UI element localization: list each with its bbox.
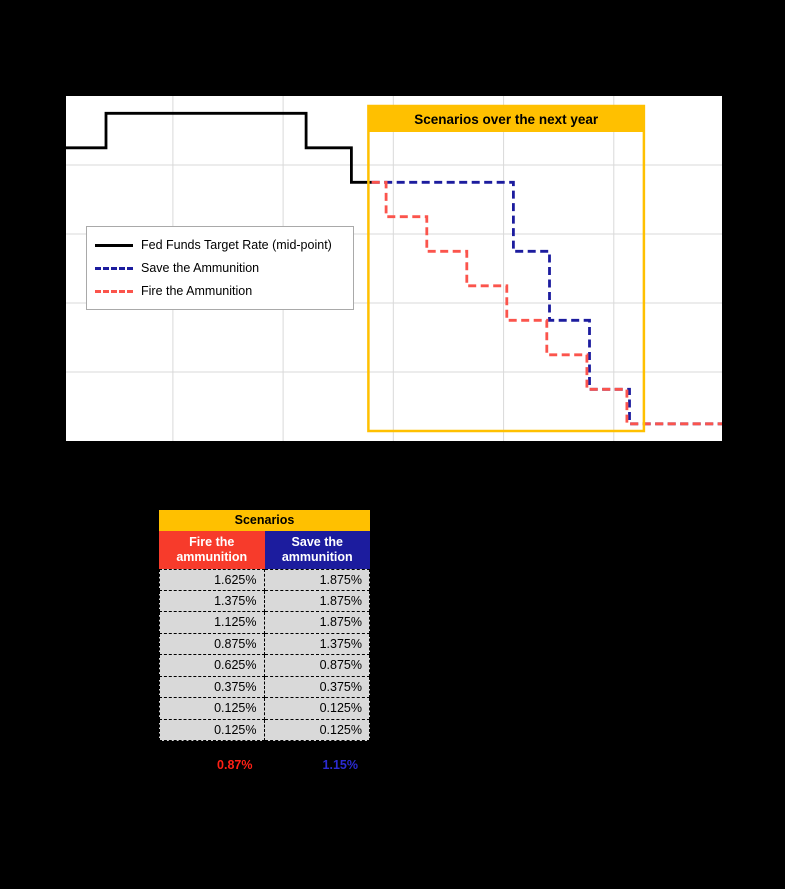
table-cell: 1.625% (159, 569, 265, 591)
table-cell: 0.125% (159, 698, 265, 720)
dashed-line-sample-icon (95, 289, 133, 293)
legend-entry: Fed Funds Target Rate (mid-point) (95, 238, 345, 252)
table-cell: 1.375% (159, 590, 265, 612)
table-row: 1.625% 1.875% (159, 569, 370, 591)
table-cell: 0.125% (264, 719, 370, 741)
fed-funds-scenario-chart: Scenarios over the next year (66, 96, 722, 441)
table-row: 0.875% 1.375% (159, 633, 370, 655)
table-title: Scenarios (159, 510, 370, 531)
series-line (66, 111, 372, 184)
table-cell: 1.875% (264, 569, 370, 591)
table-row: 0.625% 0.875% (159, 655, 370, 677)
scenario-box (367, 104, 646, 433)
series-line (371, 180, 722, 426)
table-cell: 0.875% (264, 655, 370, 677)
scenario-box-label: Scenarios over the next year (414, 112, 599, 127)
column-header-fire-ammunition: Fire the ammunition (159, 531, 265, 569)
table-cell: 0.625% (159, 655, 265, 677)
table-row: 0.125% 0.125% (159, 698, 370, 720)
table-body: 1.625% 1.875% 1.375% 1.875% 1.125% 1.875% 0.87… (159, 569, 370, 741)
chart-plot-area: Scenarios over the next year Fed Funds T… (65, 95, 723, 442)
table-cell: 1.875% (264, 612, 370, 634)
chart-legend: Fed Funds Target Rate (mid-point) Save th… (86, 226, 354, 310)
dashed-line-sample-icon (95, 266, 133, 270)
average-fire-ammunition: 0.87% (217, 758, 253, 772)
table-row: 0.125% 0.125% (159, 719, 370, 741)
table-cell: 1.125% (159, 612, 265, 634)
table-cell: 1.875% (264, 590, 370, 612)
series-line (371, 180, 722, 426)
average-save-ammunition: 1.15% (322, 758, 358, 772)
table-cell: 0.375% (264, 676, 370, 698)
solid-line-sample-icon (95, 243, 133, 247)
table-row: 1.375% 1.875% (159, 590, 370, 612)
table-average-row: 0.87% 1.15% (159, 758, 370, 772)
legend-entry: Fire the Ammunition (95, 284, 345, 298)
table-row: 1.125% 1.875% (159, 612, 370, 634)
table-cell: 0.875% (159, 633, 265, 655)
table-cell: 1.375% (264, 633, 370, 655)
legend-label: Fed Funds Target Rate (mid-point) (141, 238, 332, 252)
table-cell: 0.125% (264, 698, 370, 720)
legend-label: Fire the Ammunition (141, 284, 253, 298)
scenario-box-header (368, 106, 644, 132)
column-header-save-ammunition: Save the ammunition (264, 531, 370, 569)
table-cell: 0.125% (159, 719, 265, 741)
legend-entry: Save the Ammunition (95, 261, 345, 275)
table-header-row: Fire the ammunition Save the ammunition (159, 531, 370, 569)
table-cell: 0.375% (159, 676, 265, 698)
legend-label: Save the Ammunition (141, 261, 260, 275)
scenarios-table: Scenarios Fire the ammunition Save the a… (159, 510, 370, 772)
table-row: 0.375% 0.375% (159, 676, 370, 698)
